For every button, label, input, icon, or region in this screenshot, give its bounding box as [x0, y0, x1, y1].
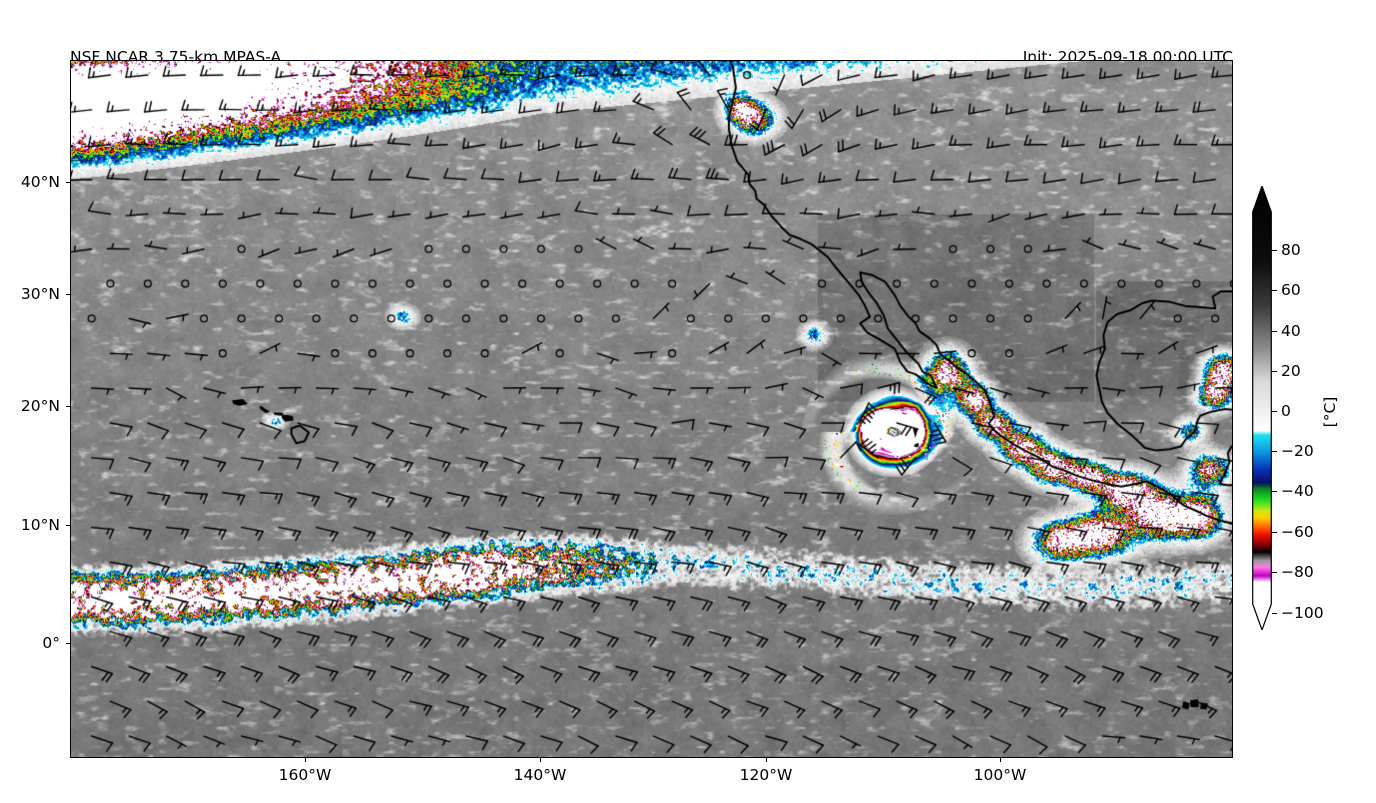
y-tickmark	[66, 294, 70, 296]
colorbar-tick-label: 60	[1281, 281, 1301, 299]
x-tickmark	[540, 758, 542, 762]
y-tick-label: 30°N	[20, 285, 60, 303]
colorbar-tickmark	[1272, 290, 1277, 292]
colorbar-tickmark	[1272, 532, 1277, 534]
colorbar-tickmark	[1272, 491, 1277, 493]
ir-brightness-temperature-raster	[71, 61, 1232, 757]
x-tick-label: 120°W	[739, 766, 793, 784]
colorbar-tick-label: −100	[1281, 604, 1324, 622]
colorbar-tickmark	[1272, 613, 1277, 615]
x-tick-label: 140°W	[513, 766, 567, 784]
x-tickmark	[1000, 758, 1002, 762]
colorbar-tick-label: −60	[1281, 523, 1314, 541]
colorbar-tickmark	[1272, 250, 1277, 252]
x-tickmark	[305, 758, 307, 762]
y-tick-label: 0°	[42, 634, 60, 652]
y-tickmark	[66, 525, 70, 527]
map-plot-area[interactable]	[70, 60, 1233, 758]
colorbar-tickmark	[1272, 371, 1277, 373]
colorbar-tick-label: −80	[1281, 563, 1314, 581]
colorbar-gradient	[1252, 186, 1272, 630]
colorbar-tick-label: 20	[1281, 362, 1301, 380]
colorbar-tickmark	[1272, 331, 1277, 333]
colorbar-tick-label: 80	[1281, 241, 1301, 259]
colorbar-tick-label: −20	[1281, 442, 1314, 460]
colorbar-tick-label: 40	[1281, 322, 1301, 340]
colorbar-tick-label: 0	[1281, 402, 1291, 420]
y-tick-label: 20°N	[20, 397, 60, 415]
colorbar[interactable]: 80 60 40 20 0 −20 −40 −60 −80 −100	[1252, 186, 1324, 630]
colorbar-tickmark	[1272, 572, 1277, 574]
x-tick-label: 100°W	[973, 766, 1027, 784]
y-tickmark	[66, 182, 70, 184]
colorbar-tick-label: −40	[1281, 482, 1314, 500]
colorbar-svg	[1252, 186, 1272, 630]
x-tickmark	[766, 758, 768, 762]
colorbar-units-label: [°C]	[1321, 396, 1339, 428]
colorbar-tickmark	[1272, 411, 1277, 413]
colorbar-body	[1252, 186, 1272, 630]
x-tick-label: 160°W	[278, 766, 332, 784]
y-tick-label: 10°N	[20, 516, 60, 534]
y-tickmark	[66, 406, 70, 408]
y-tickmark	[66, 643, 70, 645]
colorbar-tickmark	[1272, 451, 1277, 453]
y-tick-label: 40°N	[20, 173, 60, 191]
